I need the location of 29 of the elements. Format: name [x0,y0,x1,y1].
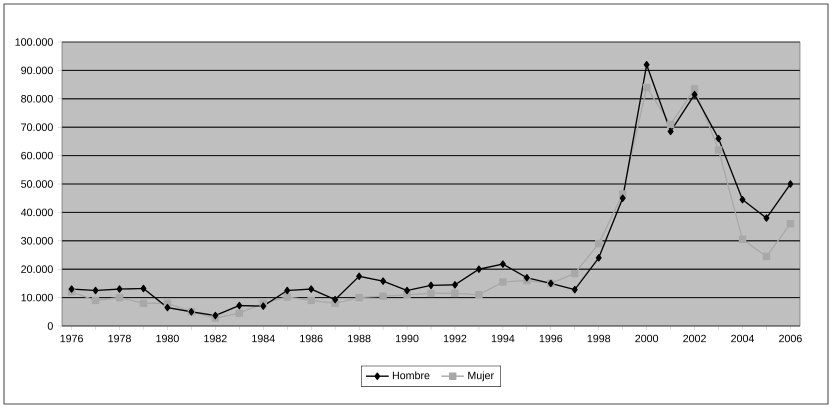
x-tick-label: 2006 [779,334,802,342]
x-tick-label: 1994 [492,334,514,342]
x-tick-label: 1982 [204,334,227,342]
y-tick-label: 50.000 [21,180,53,188]
y-tick-label: 100.000 [16,38,53,46]
x-tick-label: 1978 [108,334,131,342]
x-tick-label: 1998 [588,334,610,342]
x-tick-label: 1986 [300,334,323,342]
legend-label: Hombre [392,371,430,380]
y-tick-label: 10.000 [21,294,53,302]
y-tick-label: 80.000 [21,95,53,103]
x-tick-label: 2000 [635,334,658,342]
x-tick-label: 1992 [444,334,466,342]
x-tick-label: 1976 [60,334,83,342]
y-tick-label: 90.000 [21,66,53,74]
y-tick-label: 20.000 [21,265,53,273]
x-tick-label: 1988 [348,334,371,342]
y-tick-label: 30.000 [21,237,53,245]
y-tick-label: 60.000 [21,152,53,160]
x-tick-label: 2004 [731,334,754,342]
legend-label: Mujer [468,371,494,382]
x-tick-label: 1990 [396,334,418,342]
x-tick-label: 1996 [540,334,562,342]
x-tick-label: 1980 [156,334,179,342]
y-tick-label: 40.000 [20,208,53,216]
y-tick-label: 70.000 [21,123,53,131]
x-tick-label: 1984 [252,334,275,342]
x-tick-label: 2002 [683,334,706,342]
y-tick-label: 0 [48,322,53,330]
